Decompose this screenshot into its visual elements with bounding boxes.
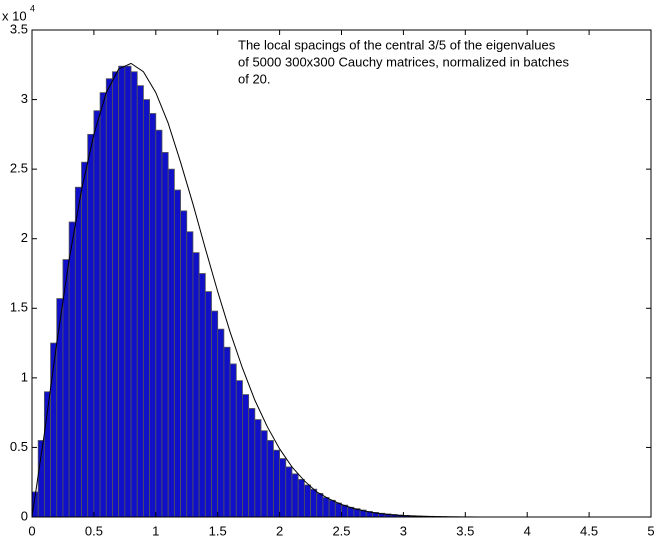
y-tick-label: 1 xyxy=(21,369,28,384)
bar xyxy=(192,252,200,518)
bar xyxy=(167,168,175,518)
bar xyxy=(149,113,157,518)
bar xyxy=(87,133,95,518)
bar xyxy=(273,449,281,518)
bar xyxy=(316,492,324,518)
bar xyxy=(74,186,82,518)
y-tick-label: 3.5 xyxy=(10,21,28,36)
bar xyxy=(112,71,120,518)
bar xyxy=(93,110,101,518)
fit-curve xyxy=(31,62,651,518)
y-tick-label: 2 xyxy=(21,230,28,245)
bar xyxy=(260,430,268,518)
bar xyxy=(161,152,169,518)
bar xyxy=(223,346,231,518)
bar xyxy=(173,189,181,518)
bar xyxy=(229,363,237,518)
y-tick-label: 2.5 xyxy=(10,161,28,176)
bar xyxy=(124,65,132,518)
bar xyxy=(303,484,311,518)
bar xyxy=(328,499,336,518)
y-multiplier-exponent: 4 xyxy=(30,3,35,13)
bar xyxy=(266,440,274,518)
bar xyxy=(99,92,107,518)
bar xyxy=(180,210,188,518)
bar xyxy=(248,408,256,518)
bar xyxy=(105,78,113,518)
bar xyxy=(235,380,243,518)
bar xyxy=(155,129,163,518)
annotation: of 5000 300x300 Cauchy matrices, normali… xyxy=(238,54,569,69)
bar xyxy=(279,458,287,518)
y-tick-label: 1.5 xyxy=(10,300,28,315)
x-tick-label: 0 xyxy=(28,523,35,538)
bar xyxy=(81,161,89,518)
bar xyxy=(341,504,349,518)
y-tick-label: 0 xyxy=(21,508,28,523)
bar xyxy=(143,99,151,518)
bar xyxy=(242,394,250,518)
bar xyxy=(204,291,212,518)
x-tick-label: 5 xyxy=(647,523,654,538)
annotation: of 20. xyxy=(238,71,271,86)
bar xyxy=(56,298,64,518)
x-tick-label: 2.5 xyxy=(332,523,350,538)
bar xyxy=(297,479,305,518)
y-tick-label: 3 xyxy=(21,91,28,106)
x-tick-label: 1.5 xyxy=(209,523,227,538)
bar xyxy=(310,488,318,518)
bar xyxy=(322,497,330,518)
x-tick-label: 1 xyxy=(152,523,159,538)
bar xyxy=(217,328,225,518)
y-tick-label: 0.5 xyxy=(10,439,28,454)
x-tick-label: 0.5 xyxy=(85,523,103,538)
bar xyxy=(291,473,299,518)
bar xyxy=(334,502,342,518)
bar xyxy=(130,71,138,518)
bar xyxy=(118,65,126,518)
bar xyxy=(186,231,194,518)
annotation: The local spacings of the central 3/5 of… xyxy=(238,37,556,52)
x-tick-label: 3 xyxy=(400,523,407,538)
bar xyxy=(285,466,293,518)
bar xyxy=(198,273,206,518)
x-tick-label: 4.5 xyxy=(580,523,598,538)
y-multiplier: x 10 xyxy=(2,8,27,23)
bar xyxy=(211,310,219,518)
x-tick-label: 3.5 xyxy=(456,523,474,538)
bar xyxy=(254,419,262,518)
bar xyxy=(136,85,144,518)
x-tick-label: 4 xyxy=(524,523,531,538)
x-tick-label: 2 xyxy=(276,523,283,538)
bar xyxy=(68,221,76,518)
